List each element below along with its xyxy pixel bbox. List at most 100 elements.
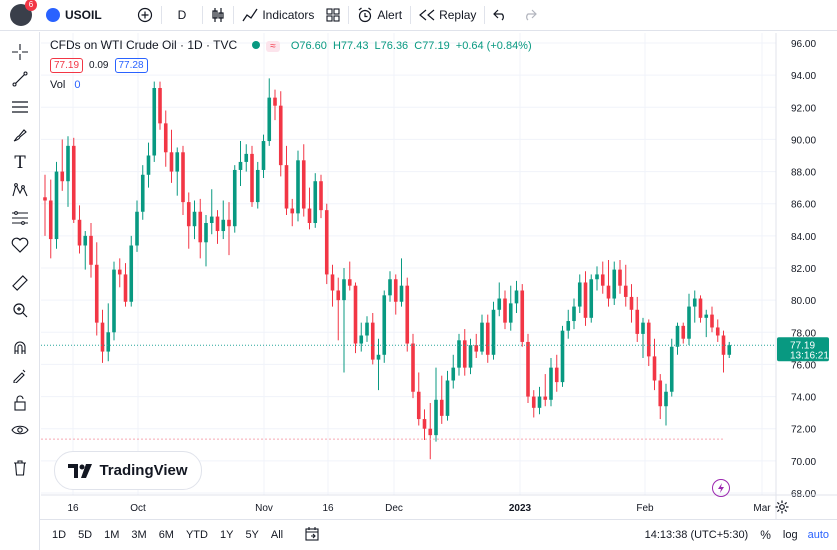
candle-body bbox=[365, 322, 369, 336]
candle-body bbox=[503, 298, 507, 323]
candle-body bbox=[278, 105, 283, 166]
heart-icon[interactable] bbox=[10, 235, 30, 255]
range-ytd[interactable]: YTD bbox=[185, 529, 208, 541]
avatar[interactable]: 6 bbox=[10, 0, 37, 26]
candle-body bbox=[66, 145, 70, 182]
range-6m[interactable]: 6M bbox=[158, 529, 174, 541]
candle-body bbox=[606, 285, 611, 299]
ohlc-close: C77.19 bbox=[414, 40, 450, 52]
lightning-icon[interactable] bbox=[712, 479, 730, 497]
percent-scale-toggle[interactable]: % bbox=[760, 528, 771, 542]
alert-button[interactable]: Alert bbox=[357, 0, 402, 31]
compare-add-icon[interactable] bbox=[137, 0, 153, 31]
ruler-icon[interactable] bbox=[10, 273, 30, 293]
candle-body bbox=[698, 298, 703, 318]
chart-grid bbox=[41, 33, 776, 495]
candle-body bbox=[583, 282, 588, 318]
trend-line-icon[interactable] bbox=[10, 69, 30, 89]
undo-icon[interactable] bbox=[493, 0, 507, 31]
gear-icon[interactable] bbox=[775, 500, 789, 519]
candle-body bbox=[721, 335, 726, 355]
indicators-icon bbox=[242, 8, 258, 22]
text-tool-icon[interactable]: T bbox=[14, 153, 26, 173]
buy-price-button[interactable]: 77.28 bbox=[114, 58, 148, 73]
range-1y[interactable]: 1Y bbox=[219, 529, 234, 541]
candle-body bbox=[353, 285, 358, 344]
clock-timezone[interactable]: 14:13:38 (UTC+5:30) bbox=[644, 529, 749, 541]
candle-body bbox=[163, 123, 168, 153]
log-scale-toggle[interactable]: log bbox=[782, 529, 798, 541]
lock-drawing-icon[interactable] bbox=[10, 365, 30, 385]
rewind-icon bbox=[419, 9, 435, 21]
candle-body bbox=[537, 396, 542, 408]
pattern-icon[interactable] bbox=[10, 180, 30, 200]
candle-body bbox=[480, 322, 484, 352]
candle-body bbox=[135, 211, 139, 246]
tradingview-logo[interactable]: TradingView bbox=[54, 451, 202, 490]
candle-body bbox=[543, 396, 548, 400]
time-tick-label: Oct bbox=[130, 503, 146, 514]
sell-price-button[interactable]: 77.19 bbox=[50, 58, 84, 73]
candle-body bbox=[250, 153, 254, 203]
candle-body bbox=[485, 322, 490, 355]
ohlc-low: L76.36 bbox=[374, 40, 409, 52]
time-axis[interactable]: 16 Oct Nov 16 Dec 2023 Feb Mar bbox=[41, 494, 837, 514]
candle-body bbox=[77, 219, 82, 246]
redo-icon[interactable] bbox=[523, 0, 538, 31]
time-tick-label: 2023 bbox=[509, 503, 532, 514]
candle-body bbox=[347, 279, 352, 286]
candle-body bbox=[169, 152, 174, 172]
symbol-search-button[interactable]: USOIL bbox=[65, 8, 102, 22]
candle-body bbox=[393, 279, 398, 302]
bar-style-icon[interactable] bbox=[211, 0, 225, 31]
candle-body bbox=[508, 303, 513, 323]
candle-body bbox=[727, 345, 732, 355]
range-1d[interactable]: 1D bbox=[52, 529, 67, 541]
candle-body bbox=[255, 169, 260, 203]
price-chart[interactable]: 96.00 94.00 92.00 90.00 88.00 86.00 84.00 82.00… bbox=[0, 32, 837, 520]
candle-body bbox=[100, 322, 105, 352]
candle-body bbox=[261, 141, 266, 170]
range-all[interactable]: All bbox=[270, 529, 284, 541]
fib-retracement-icon[interactable] bbox=[10, 97, 30, 117]
notification-badge: 6 bbox=[25, 0, 37, 11]
indicators-button[interactable]: Indicators bbox=[242, 0, 314, 31]
range-3m[interactable]: 3M bbox=[131, 529, 147, 541]
eye-icon[interactable] bbox=[10, 420, 30, 440]
price-tick-label: 72.00 bbox=[791, 425, 816, 436]
candle-body bbox=[618, 269, 622, 286]
zoom-in-icon[interactable] bbox=[10, 300, 30, 320]
candle-body bbox=[336, 290, 341, 301]
calendar-goto-icon[interactable] bbox=[305, 526, 319, 544]
prediction-icon[interactable] bbox=[10, 208, 30, 228]
replay-button[interactable]: Replay bbox=[419, 0, 476, 31]
candle-body bbox=[589, 279, 594, 318]
market-status-icon bbox=[252, 41, 261, 49]
time-tick-label: 16 bbox=[67, 503, 79, 514]
chart-legend: CFDs on WTI Crude Oil · 1D · TVC ≈ O76.6… bbox=[50, 38, 532, 91]
candle-body bbox=[675, 325, 680, 347]
brush-icon[interactable] bbox=[10, 125, 30, 145]
chart-title: CFDs on WTI Crude Oil · 1D · TVC bbox=[50, 38, 238, 52]
candle-body bbox=[388, 279, 392, 296]
current-price-badge bbox=[777, 337, 829, 362]
price-axis[interactable]: 96.00 94.00 92.00 90.00 88.00 86.00 84.00 82.00… bbox=[775, 33, 829, 519]
candle-body bbox=[405, 285, 410, 344]
candle-body bbox=[560, 330, 565, 383]
candle-body bbox=[71, 145, 76, 220]
candle-body bbox=[577, 282, 582, 307]
range-5y[interactable]: 5Y bbox=[245, 529, 259, 541]
range-5d[interactable]: 5D bbox=[78, 529, 93, 541]
candle-body bbox=[232, 169, 237, 227]
candle-body bbox=[692, 298, 697, 307]
candle-body bbox=[209, 216, 214, 223]
range-1m[interactable]: 1M bbox=[104, 529, 120, 541]
crosshair-icon[interactable] bbox=[10, 42, 30, 62]
trash-icon[interactable] bbox=[10, 458, 30, 478]
toolbar-divider bbox=[202, 6, 204, 24]
interval-button[interactable]: D bbox=[177, 8, 187, 22]
auto-scale-toggle[interactable]: auto bbox=[807, 529, 829, 541]
magnet-icon[interactable] bbox=[10, 338, 30, 358]
layouts-grid-icon[interactable] bbox=[326, 0, 340, 31]
lock-icon[interactable] bbox=[10, 393, 30, 413]
